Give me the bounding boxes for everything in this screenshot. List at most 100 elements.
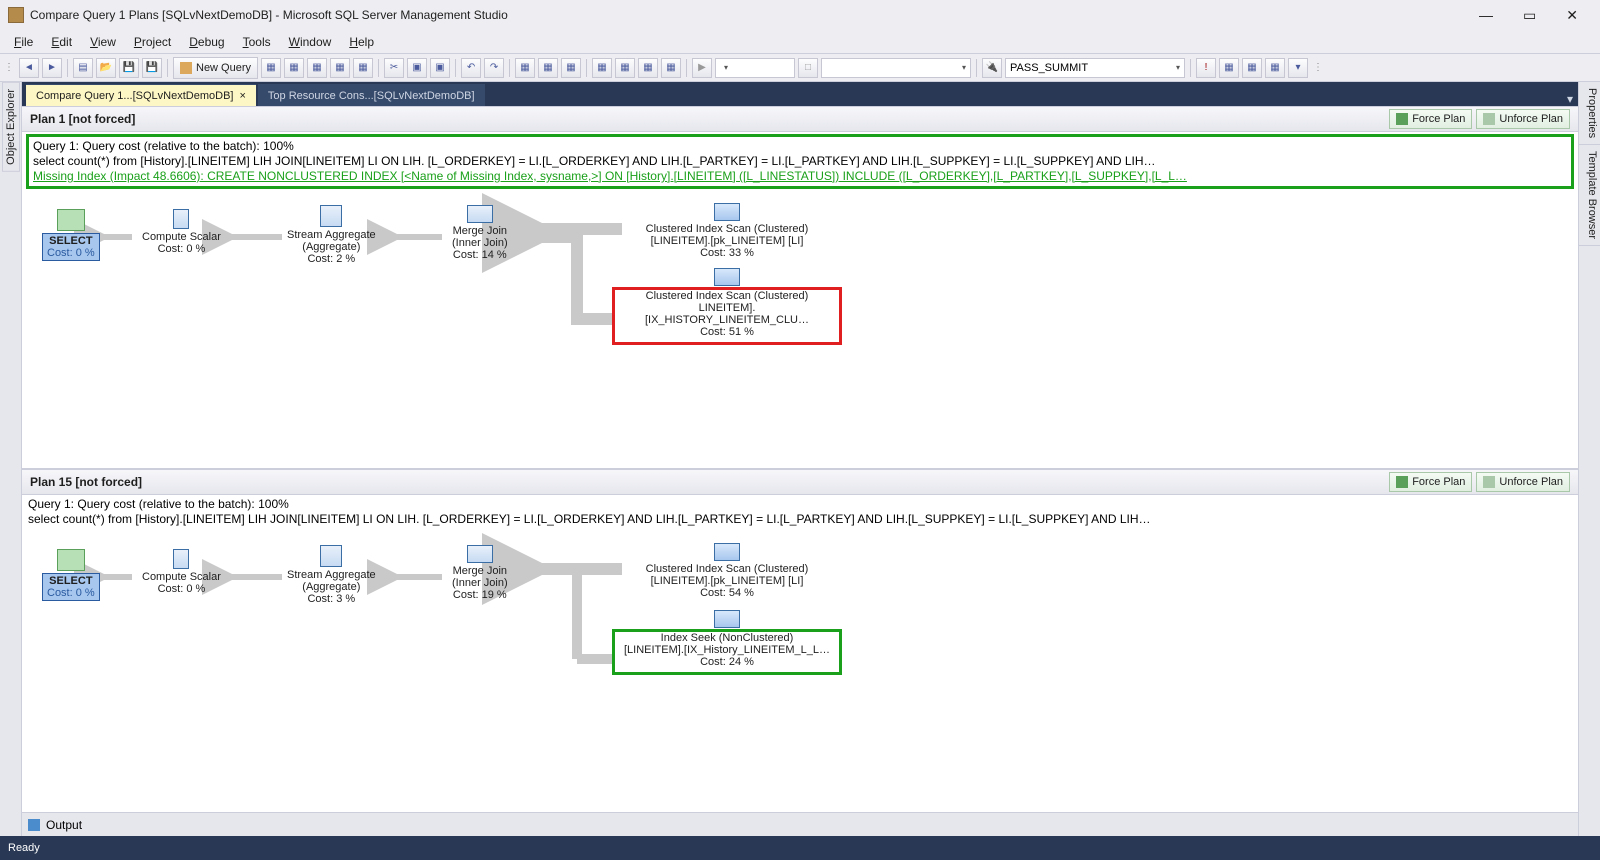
object-explorer-tab[interactable]: Object Explorer: [2, 82, 20, 172]
new-project-button[interactable]: ▤: [73, 58, 93, 78]
tb-btn-10[interactable]: ▦: [615, 58, 635, 78]
compute-scalar-icon: [173, 209, 189, 229]
unforce-plan-icon: [1483, 113, 1495, 125]
redo-button[interactable]: ↷: [484, 58, 504, 78]
plan1-missing-index[interactable]: Missing Index (Impact 48.6606): CREATE N…: [33, 169, 1567, 184]
empty-combo[interactable]: ▾: [821, 58, 971, 78]
plan15-q2: select count(*) from [History].[LINEITEM…: [28, 512, 1572, 527]
plan1-scan2-l2: LINEITEM].[IX_HISTORY_LINEITEM_CLU…: [621, 302, 833, 326]
tb-btn-11[interactable]: ▦: [638, 58, 658, 78]
tb-btn-9[interactable]: ▦: [592, 58, 612, 78]
nav-fwd-button[interactable]: ►: [42, 58, 62, 78]
tb-btn-7[interactable]: ▦: [538, 58, 558, 78]
tb-btn-6[interactable]: ▦: [515, 58, 535, 78]
window-controls: — ▭ ✕: [1473, 5, 1584, 26]
plan15-query-text: Query 1: Query cost (relative to the bat…: [22, 495, 1578, 529]
plan1-select-cost: Cost: 0 %: [47, 247, 95, 259]
plan1-op-join[interactable]: Merge Join (Inner Join) Cost: 14 %: [452, 205, 508, 261]
new-query-icon: [180, 62, 192, 74]
execute-button[interactable]: !: [1196, 58, 1216, 78]
tab-compare-query[interactable]: Compare Query 1...[SQLvNextDemoDB] ×: [26, 84, 256, 106]
tb-btn-2[interactable]: ▦: [284, 58, 304, 78]
nav-back-button[interactable]: ◄: [19, 58, 39, 78]
output-panel-header[interactable]: Output: [22, 812, 1578, 836]
force-plan-icon: [1396, 476, 1408, 488]
plan15-force-button[interactable]: Force Plan: [1389, 472, 1472, 492]
plan1-unforce-button[interactable]: Unforce Plan: [1476, 109, 1570, 129]
new-query-button[interactable]: New Query: [173, 57, 258, 79]
tb-btn-12[interactable]: ▦: [661, 58, 681, 78]
minimize-button[interactable]: —: [1473, 5, 1499, 26]
plan1-join-l1: Merge Join: [452, 225, 508, 237]
close-button[interactable]: ✕: [1560, 5, 1584, 26]
force-plan-icon: [1396, 113, 1408, 125]
plan15-select-cost: Cost: 0 %: [47, 587, 95, 599]
tab-top-resource[interactable]: Top Resource Cons...[SQLvNextDemoDB]: [258, 84, 485, 106]
tb-btn-14[interactable]: ▦: [1219, 58, 1239, 78]
plan1-force-button[interactable]: Force Plan: [1389, 109, 1472, 129]
save-all-button[interactable]: 💾: [142, 58, 162, 78]
menu-help[interactable]: Help: [341, 33, 382, 51]
tabs-dropdown[interactable]: ▾: [1562, 92, 1578, 106]
plan1-op-select[interactable]: SELECT Cost: 0 %: [42, 209, 100, 261]
menu-window[interactable]: Window: [281, 33, 340, 51]
menu-project[interactable]: Project: [126, 33, 179, 51]
index-scan-icon: [714, 203, 740, 221]
toolbar-main: ⋮ ◄ ► ▤ 📂 💾 💾 New Query ▦ ▦ ▦ ▦ ▦ ✂ ▣ ▣ …: [0, 54, 1600, 82]
connect-button[interactable]: 🔌: [982, 58, 1002, 78]
plan15-join-l2: (Inner Join): [452, 577, 508, 589]
plan15-q1: Query 1: Query cost (relative to the bat…: [28, 497, 1572, 512]
undo-button[interactable]: ↶: [461, 58, 481, 78]
plan15-op-scan1[interactable]: Clustered Index Scan (Clustered) [LINEIT…: [617, 543, 837, 599]
document-tabs: Compare Query 1...[SQLvNextDemoDB] × Top…: [22, 82, 1578, 106]
debug-target-combo[interactable]: ▾: [715, 58, 795, 78]
tb-btn-15[interactable]: ▦: [1242, 58, 1262, 78]
menu-edit[interactable]: Edit: [43, 33, 80, 51]
tb-btn-13[interactable]: □: [798, 58, 818, 78]
plan1-scan1-l2: [LINEITEM].[pk_LINEITEM] [LI]: [617, 235, 837, 247]
tb-btn-4[interactable]: ▦: [330, 58, 350, 78]
plan1-q1: Query 1: Query cost (relative to the bat…: [33, 139, 1567, 154]
open-button[interactable]: 📂: [96, 58, 116, 78]
menu-debug[interactable]: Debug: [181, 33, 232, 51]
plan1-agg-l2: (Aggregate): [287, 241, 376, 253]
menu-tools[interactable]: Tools: [235, 33, 279, 51]
plan1-diagram[interactable]: SELECT Cost: 0 % Compute Scalar Cost: 0 …: [22, 189, 1578, 469]
plans-container: Plan 1 [not forced] Force Plan Unforce P…: [22, 106, 1578, 812]
copy-button[interactable]: ▣: [407, 58, 427, 78]
menu-file[interactable]: File: [6, 33, 41, 51]
plan15-unforce-button[interactable]: Unforce Plan: [1476, 472, 1570, 492]
plan15-op-aggregate[interactable]: Stream Aggregate (Aggregate) Cost: 3 %: [287, 545, 376, 605]
unforce-plan-icon: [1483, 476, 1495, 488]
tb-btn-5[interactable]: ▦: [353, 58, 373, 78]
tab-top-resource-label: Top Resource Cons...[SQLvNextDemoDB]: [268, 90, 475, 102]
plan1-op-scan1[interactable]: Clustered Index Scan (Clustered) [LINEIT…: [617, 203, 837, 259]
database-combo[interactable]: PASS_SUMMIT ▾: [1005, 58, 1185, 78]
paste-button[interactable]: ▣: [430, 58, 450, 78]
play-button[interactable]: ▶: [692, 58, 712, 78]
tb-btn-1[interactable]: ▦: [261, 58, 281, 78]
plan1-op-scan2-highlighted[interactable]: Clustered Index Scan (Clustered) LINEITE…: [612, 287, 842, 345]
plan15-op-seek-highlighted[interactable]: Index Seek (NonClustered) [LINEITEM].[IX…: [612, 629, 842, 675]
plan15-op-join[interactable]: Merge Join (Inner Join) Cost: 19 %: [452, 545, 508, 601]
plan1-header: Plan 1 [not forced] Force Plan Unforce P…: [22, 106, 1578, 132]
tb-btn-16[interactable]: ▦: [1265, 58, 1285, 78]
tb-btn-3[interactable]: ▦: [307, 58, 327, 78]
plan1-op-aggregate[interactable]: Stream Aggregate (Aggregate) Cost: 2 %: [287, 205, 376, 265]
plan15-diagram[interactable]: SELECT Cost: 0 % Compute Scalar Cost: 0 …: [22, 529, 1578, 812]
template-browser-tab[interactable]: Template Browser: [1579, 145, 1600, 246]
cut-button[interactable]: ✂: [384, 58, 404, 78]
properties-tab[interactable]: Properties: [1579, 82, 1600, 145]
tb-btn-17[interactable]: ▾: [1288, 58, 1308, 78]
maximize-button[interactable]: ▭: [1517, 5, 1542, 26]
plan1-scan1-l1: Clustered Index Scan (Clustered): [617, 223, 837, 235]
menu-view[interactable]: View: [82, 33, 124, 51]
save-button[interactable]: 💾: [119, 58, 139, 78]
plan1-op-compute[interactable]: Compute Scalar Cost: 0 %: [142, 209, 221, 255]
plan15-op-compute[interactable]: Compute Scalar Cost: 0 %: [142, 549, 221, 595]
center-pane: Compare Query 1...[SQLvNextDemoDB] × Top…: [22, 82, 1578, 836]
close-icon[interactable]: ×: [239, 90, 245, 102]
tb-btn-8[interactable]: ▦: [561, 58, 581, 78]
plan15-op-select[interactable]: SELECT Cost: 0 %: [42, 549, 100, 601]
plan15-header: Plan 15 [not forced] Force Plan Unforce …: [22, 469, 1578, 495]
